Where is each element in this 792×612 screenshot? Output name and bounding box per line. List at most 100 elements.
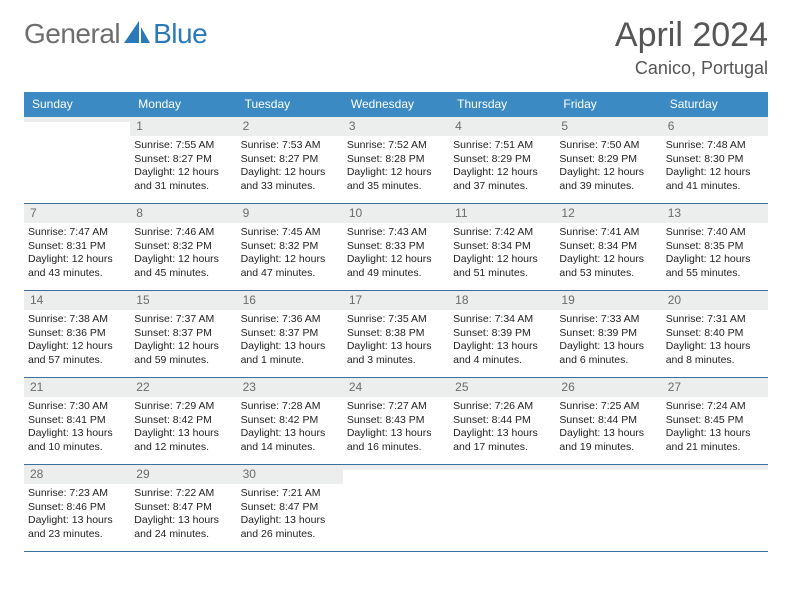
day-number: 23 [237, 378, 343, 397]
day-number: 26 [555, 378, 661, 397]
calendar-day-cell: 30Sunrise: 7:21 AMSunset: 8:47 PMDayligh… [237, 465, 343, 551]
calendar-day-cell: 10Sunrise: 7:43 AMSunset: 8:33 PMDayligh… [343, 204, 449, 290]
day-details: Sunrise: 7:48 AMSunset: 8:30 PMDaylight:… [662, 136, 768, 197]
day-number: 4 [449, 117, 555, 136]
calendar-week-row: 14Sunrise: 7:38 AMSunset: 8:36 PMDayligh… [24, 291, 768, 378]
weekday-header: Friday [555, 92, 661, 117]
day-number: 2 [237, 117, 343, 136]
day-number: 19 [555, 291, 661, 310]
day-details: Sunrise: 7:53 AMSunset: 8:27 PMDaylight:… [237, 136, 343, 197]
day-details: Sunrise: 7:23 AMSunset: 8:46 PMDaylight:… [24, 484, 130, 545]
day-details: Sunrise: 7:24 AMSunset: 8:45 PMDaylight:… [662, 397, 768, 458]
calendar-day-cell: 8Sunrise: 7:46 AMSunset: 8:32 PMDaylight… [130, 204, 236, 290]
logo-word-blue: Blue [153, 18, 207, 50]
weekday-header: Saturday [662, 92, 768, 117]
weekday-header: Sunday [24, 92, 130, 117]
day-details: Sunrise: 7:52 AMSunset: 8:28 PMDaylight:… [343, 136, 449, 197]
day-number: 14 [24, 291, 130, 310]
calendar-day-cell: 14Sunrise: 7:38 AMSunset: 8:36 PMDayligh… [24, 291, 130, 377]
calendar-day-cell: 27Sunrise: 7:24 AMSunset: 8:45 PMDayligh… [662, 378, 768, 464]
day-number: 8 [130, 204, 236, 223]
day-number: 27 [662, 378, 768, 397]
calendar: SundayMondayTuesdayWednesdayThursdayFrid… [24, 92, 768, 552]
day-details: Sunrise: 7:41 AMSunset: 8:34 PMDaylight:… [555, 223, 661, 284]
day-details: Sunrise: 7:37 AMSunset: 8:37 PMDaylight:… [130, 310, 236, 371]
calendar-day-cell: 17Sunrise: 7:35 AMSunset: 8:38 PMDayligh… [343, 291, 449, 377]
calendar-day-cell: 18Sunrise: 7:34 AMSunset: 8:39 PMDayligh… [449, 291, 555, 377]
day-number: 30 [237, 465, 343, 484]
calendar-day-cell [662, 465, 768, 551]
day-number: 15 [130, 291, 236, 310]
day-details: Sunrise: 7:26 AMSunset: 8:44 PMDaylight:… [449, 397, 555, 458]
calendar-day-cell: 16Sunrise: 7:36 AMSunset: 8:37 PMDayligh… [237, 291, 343, 377]
weekday-header: Wednesday [343, 92, 449, 117]
day-number: 1 [130, 117, 236, 136]
calendar-day-cell: 3Sunrise: 7:52 AMSunset: 8:28 PMDaylight… [343, 117, 449, 203]
day-number: 22 [130, 378, 236, 397]
day-number: 10 [343, 204, 449, 223]
day-details: Sunrise: 7:55 AMSunset: 8:27 PMDaylight:… [130, 136, 236, 197]
calendar-day-cell: 13Sunrise: 7:40 AMSunset: 8:35 PMDayligh… [662, 204, 768, 290]
page-title: April 2024 [615, 18, 768, 52]
calendar-day-cell: 24Sunrise: 7:27 AMSunset: 8:43 PMDayligh… [343, 378, 449, 464]
calendar-day-cell [24, 117, 130, 203]
day-number: 21 [24, 378, 130, 397]
calendar-week-row: 28Sunrise: 7:23 AMSunset: 8:46 PMDayligh… [24, 465, 768, 552]
calendar-day-cell: 4Sunrise: 7:51 AMSunset: 8:29 PMDaylight… [449, 117, 555, 203]
day-number [555, 465, 661, 470]
logo-word-general: General [24, 18, 120, 50]
day-number [449, 465, 555, 470]
topbar: General Blue April 2024 Canico, Portugal [24, 18, 768, 88]
logo-sail-icon [124, 21, 150, 48]
day-details: Sunrise: 7:51 AMSunset: 8:29 PMDaylight:… [449, 136, 555, 197]
calendar-day-cell: 19Sunrise: 7:33 AMSunset: 8:39 PMDayligh… [555, 291, 661, 377]
calendar-day-cell: 7Sunrise: 7:47 AMSunset: 8:31 PMDaylight… [24, 204, 130, 290]
day-number: 20 [662, 291, 768, 310]
weeks-container: 1Sunrise: 7:55 AMSunset: 8:27 PMDaylight… [24, 117, 768, 552]
day-details: Sunrise: 7:22 AMSunset: 8:47 PMDaylight:… [130, 484, 236, 545]
day-number: 29 [130, 465, 236, 484]
page: General Blue April 2024 Canico, Portugal… [0, 0, 792, 612]
calendar-day-cell: 9Sunrise: 7:45 AMSunset: 8:32 PMDaylight… [237, 204, 343, 290]
title-block: April 2024 Canico, Portugal [615, 18, 768, 79]
page-subtitle: Canico, Portugal [615, 58, 768, 79]
day-number: 5 [555, 117, 661, 136]
calendar-day-cell [555, 465, 661, 551]
calendar-day-cell: 22Sunrise: 7:29 AMSunset: 8:42 PMDayligh… [130, 378, 236, 464]
day-details: Sunrise: 7:34 AMSunset: 8:39 PMDaylight:… [449, 310, 555, 371]
calendar-day-cell: 29Sunrise: 7:22 AMSunset: 8:47 PMDayligh… [130, 465, 236, 551]
calendar-week-row: 7Sunrise: 7:47 AMSunset: 8:31 PMDaylight… [24, 204, 768, 291]
calendar-day-cell: 23Sunrise: 7:28 AMSunset: 8:42 PMDayligh… [237, 378, 343, 464]
day-number: 12 [555, 204, 661, 223]
calendar-day-cell [343, 465, 449, 551]
day-number: 24 [343, 378, 449, 397]
day-details: Sunrise: 7:45 AMSunset: 8:32 PMDaylight:… [237, 223, 343, 284]
day-number: 13 [662, 204, 768, 223]
day-details: Sunrise: 7:25 AMSunset: 8:44 PMDaylight:… [555, 397, 661, 458]
day-number: 11 [449, 204, 555, 223]
day-details: Sunrise: 7:29 AMSunset: 8:42 PMDaylight:… [130, 397, 236, 458]
day-details: Sunrise: 7:40 AMSunset: 8:35 PMDaylight:… [662, 223, 768, 284]
day-number: 28 [24, 465, 130, 484]
calendar-day-cell: 26Sunrise: 7:25 AMSunset: 8:44 PMDayligh… [555, 378, 661, 464]
day-number: 9 [237, 204, 343, 223]
calendar-day-cell: 1Sunrise: 7:55 AMSunset: 8:27 PMDaylight… [130, 117, 236, 203]
day-details: Sunrise: 7:33 AMSunset: 8:39 PMDaylight:… [555, 310, 661, 371]
calendar-week-row: 1Sunrise: 7:55 AMSunset: 8:27 PMDaylight… [24, 117, 768, 204]
weekday-header: Tuesday [237, 92, 343, 117]
day-number: 7 [24, 204, 130, 223]
calendar-day-cell: 2Sunrise: 7:53 AMSunset: 8:27 PMDaylight… [237, 117, 343, 203]
day-details: Sunrise: 7:36 AMSunset: 8:37 PMDaylight:… [237, 310, 343, 371]
day-number [343, 465, 449, 470]
day-number: 16 [237, 291, 343, 310]
day-number [662, 465, 768, 470]
calendar-day-cell: 28Sunrise: 7:23 AMSunset: 8:46 PMDayligh… [24, 465, 130, 551]
day-details: Sunrise: 7:50 AMSunset: 8:29 PMDaylight:… [555, 136, 661, 197]
weekday-header-row: SundayMondayTuesdayWednesdayThursdayFrid… [24, 92, 768, 117]
day-details: Sunrise: 7:30 AMSunset: 8:41 PMDaylight:… [24, 397, 130, 458]
calendar-day-cell: 12Sunrise: 7:41 AMSunset: 8:34 PMDayligh… [555, 204, 661, 290]
day-details: Sunrise: 7:27 AMSunset: 8:43 PMDaylight:… [343, 397, 449, 458]
calendar-day-cell [449, 465, 555, 551]
day-details: Sunrise: 7:38 AMSunset: 8:36 PMDaylight:… [24, 310, 130, 371]
day-details: Sunrise: 7:42 AMSunset: 8:34 PMDaylight:… [449, 223, 555, 284]
